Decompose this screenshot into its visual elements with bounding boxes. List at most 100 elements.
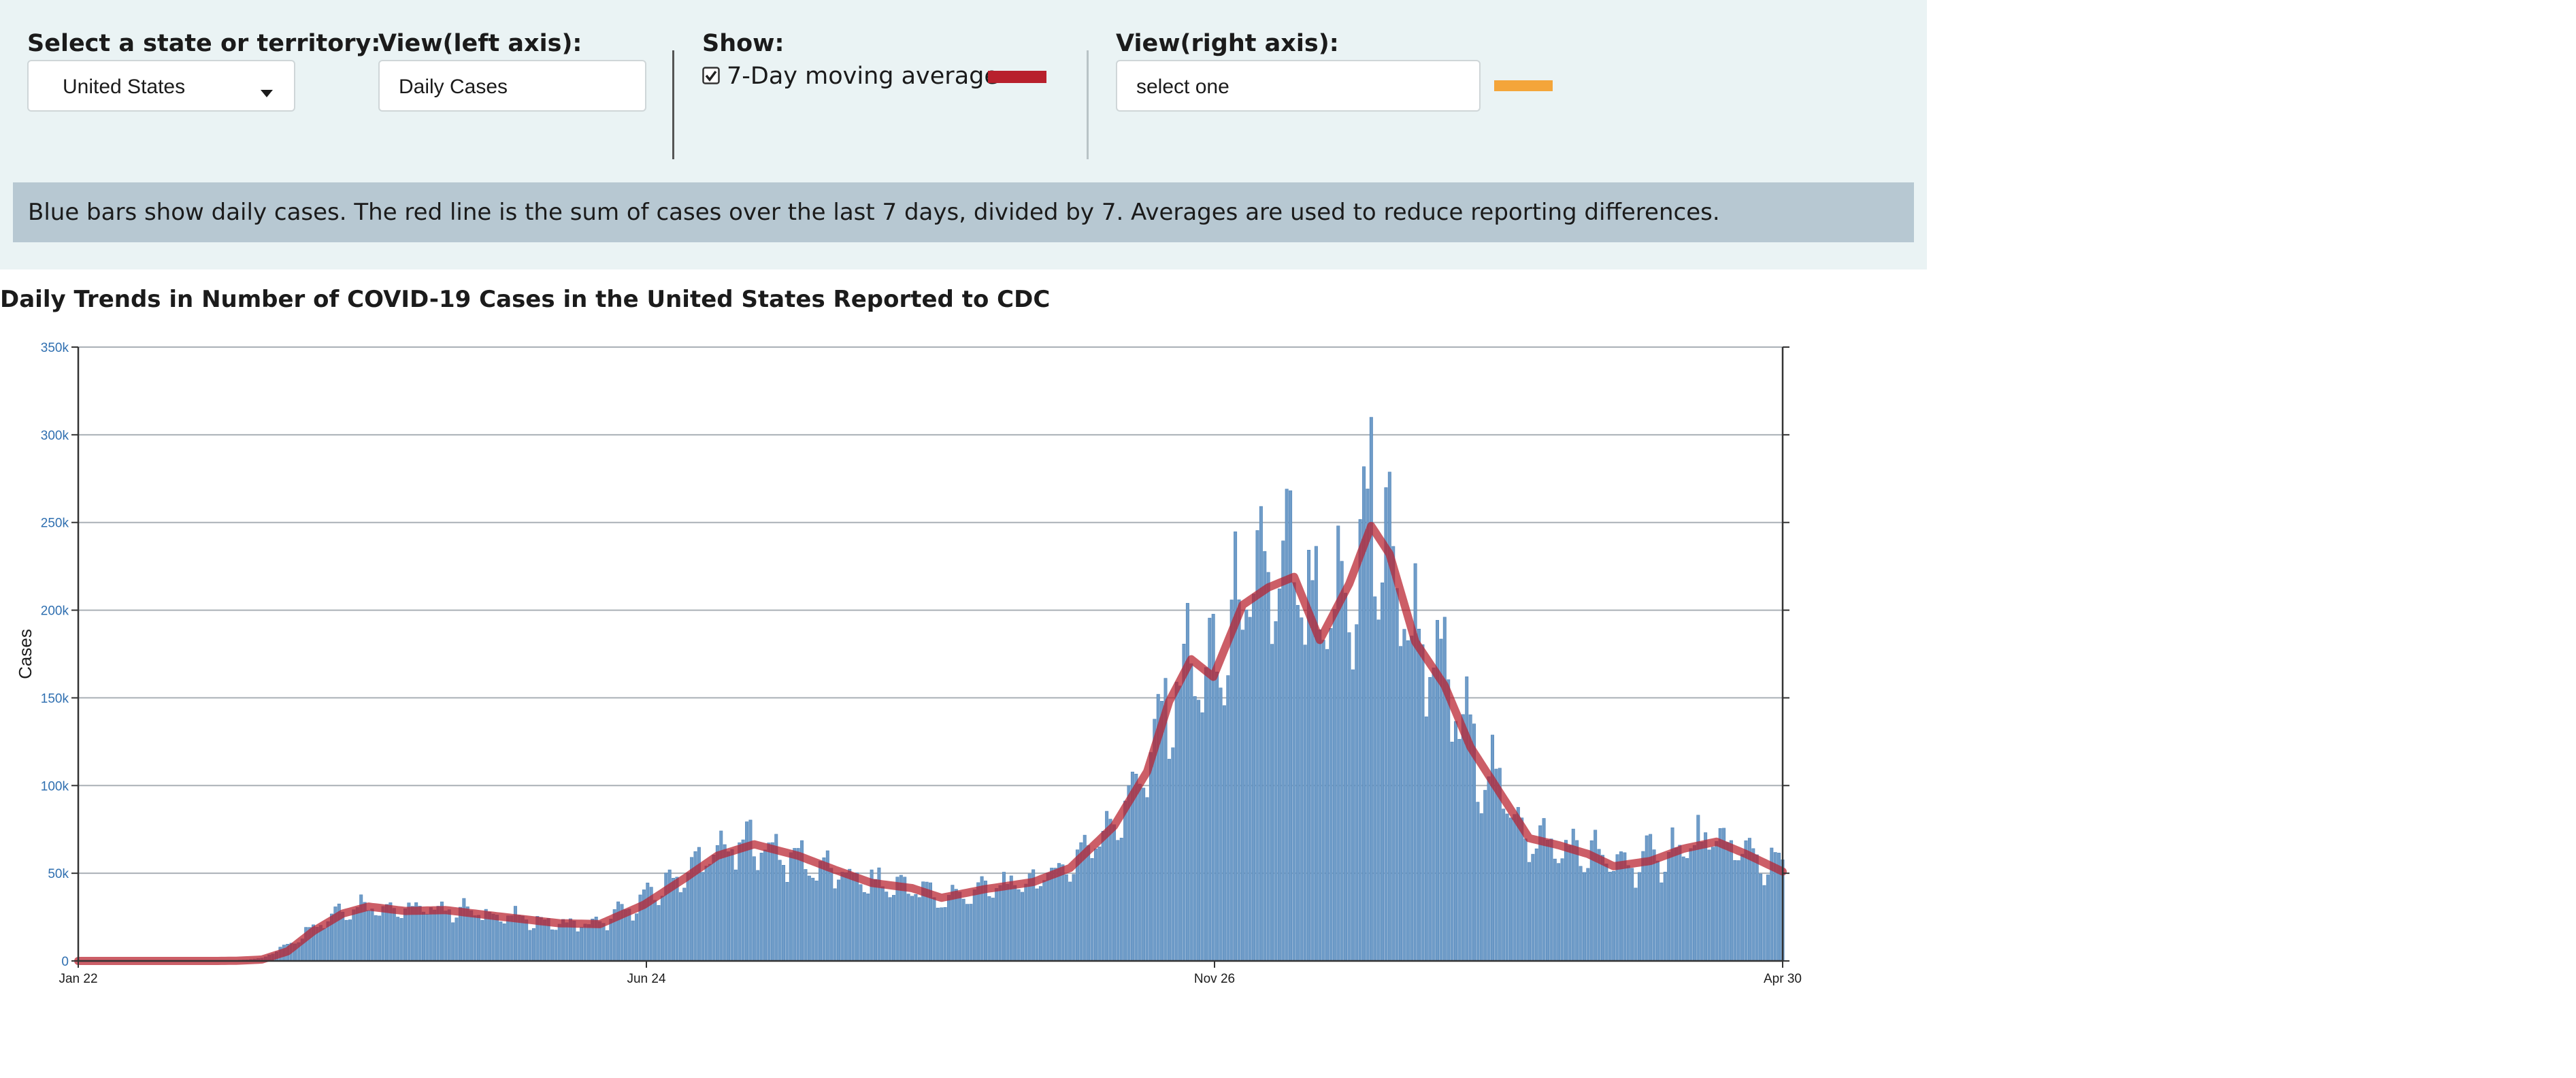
bar (1237, 599, 1241, 962)
bar (1678, 845, 1682, 962)
bar (1300, 617, 1304, 962)
moving-avg-checkbox[interactable] (702, 67, 720, 87)
bar (954, 889, 958, 962)
bar (1608, 872, 1612, 962)
bar (770, 842, 774, 962)
bar (1101, 831, 1105, 962)
bar (1689, 848, 1693, 962)
bar (1406, 640, 1410, 962)
bar (1204, 667, 1208, 962)
bar (370, 909, 374, 962)
bar (778, 860, 782, 962)
bar (1149, 752, 1153, 962)
bar (998, 885, 1002, 962)
bar (1215, 672, 1219, 962)
bar (1373, 596, 1377, 962)
bar (1428, 676, 1432, 962)
bar (1050, 868, 1054, 962)
bar (1582, 872, 1586, 962)
bar (1332, 608, 1336, 962)
daily-cases-bars (216, 416, 1785, 962)
bar (712, 854, 716, 962)
bar (1531, 853, 1535, 962)
right-axis-select[interactable]: select one (1116, 60, 1481, 112)
bar (910, 896, 914, 962)
y-tick-label: 200k (41, 604, 69, 619)
bar (1314, 546, 1318, 962)
x-tick-label: Jun 24 (627, 972, 665, 986)
bar (1259, 506, 1263, 962)
show-label: Show: (702, 30, 785, 57)
bar (1637, 872, 1641, 962)
bar (851, 873, 855, 962)
bar (646, 883, 650, 962)
bar (1112, 824, 1116, 962)
bar (1295, 605, 1300, 962)
bar (1090, 858, 1094, 962)
chevron-down-icon (261, 90, 273, 97)
bar (631, 920, 635, 962)
bar (344, 919, 348, 962)
bar (1325, 649, 1330, 962)
left-axis-label: View(left axis): (378, 30, 582, 57)
bar (763, 849, 767, 962)
bar (1700, 842, 1704, 962)
bar (727, 851, 731, 962)
bar (1087, 845, 1091, 962)
bar (601, 923, 606, 962)
bar (1461, 714, 1465, 962)
bar (1652, 849, 1656, 962)
bar (1762, 885, 1766, 962)
bar (1604, 864, 1608, 962)
bar (701, 872, 705, 962)
bar (1244, 609, 1249, 962)
bar (1670, 827, 1674, 962)
bar (1681, 856, 1685, 962)
bar (1410, 636, 1414, 962)
bar (1391, 546, 1396, 962)
bar (473, 915, 477, 962)
bar (708, 864, 712, 962)
state-select[interactable]: United States (27, 60, 295, 112)
bar (1318, 629, 1322, 962)
bar (1035, 888, 1039, 962)
bar (355, 907, 359, 962)
moving-avg-legend-swatch (988, 71, 1046, 83)
left-axis-select[interactable]: Daily Cases (378, 60, 646, 112)
bar (1292, 582, 1296, 962)
bar (1659, 882, 1664, 962)
y-tick-label: 0 (61, 955, 69, 969)
bar (374, 915, 378, 962)
bar (1509, 817, 1513, 962)
bar (759, 853, 763, 962)
bar (480, 919, 484, 962)
bar (1634, 887, 1638, 962)
bar (943, 906, 947, 962)
bar (1358, 519, 1362, 962)
bar (1579, 866, 1583, 962)
bar (1447, 679, 1451, 962)
state-select-label: Select a state or territory: (27, 30, 381, 57)
bar (880, 886, 885, 962)
bar (932, 897, 936, 962)
divider (672, 50, 674, 159)
bar (1182, 644, 1186, 962)
bar (1711, 847, 1715, 962)
bar (1560, 858, 1564, 962)
bar (1395, 588, 1399, 962)
bar (557, 924, 561, 962)
bar (1479, 813, 1483, 962)
bar (1487, 776, 1491, 962)
bar (1351, 669, 1355, 962)
bar (469, 910, 474, 962)
bar (399, 918, 403, 962)
bar (502, 924, 506, 962)
bar (819, 861, 823, 962)
bar (587, 924, 591, 962)
bar (525, 919, 529, 962)
bar (811, 877, 815, 962)
bar (583, 924, 587, 962)
bar (1266, 572, 1270, 962)
bar (455, 917, 459, 962)
bar (1667, 852, 1671, 962)
